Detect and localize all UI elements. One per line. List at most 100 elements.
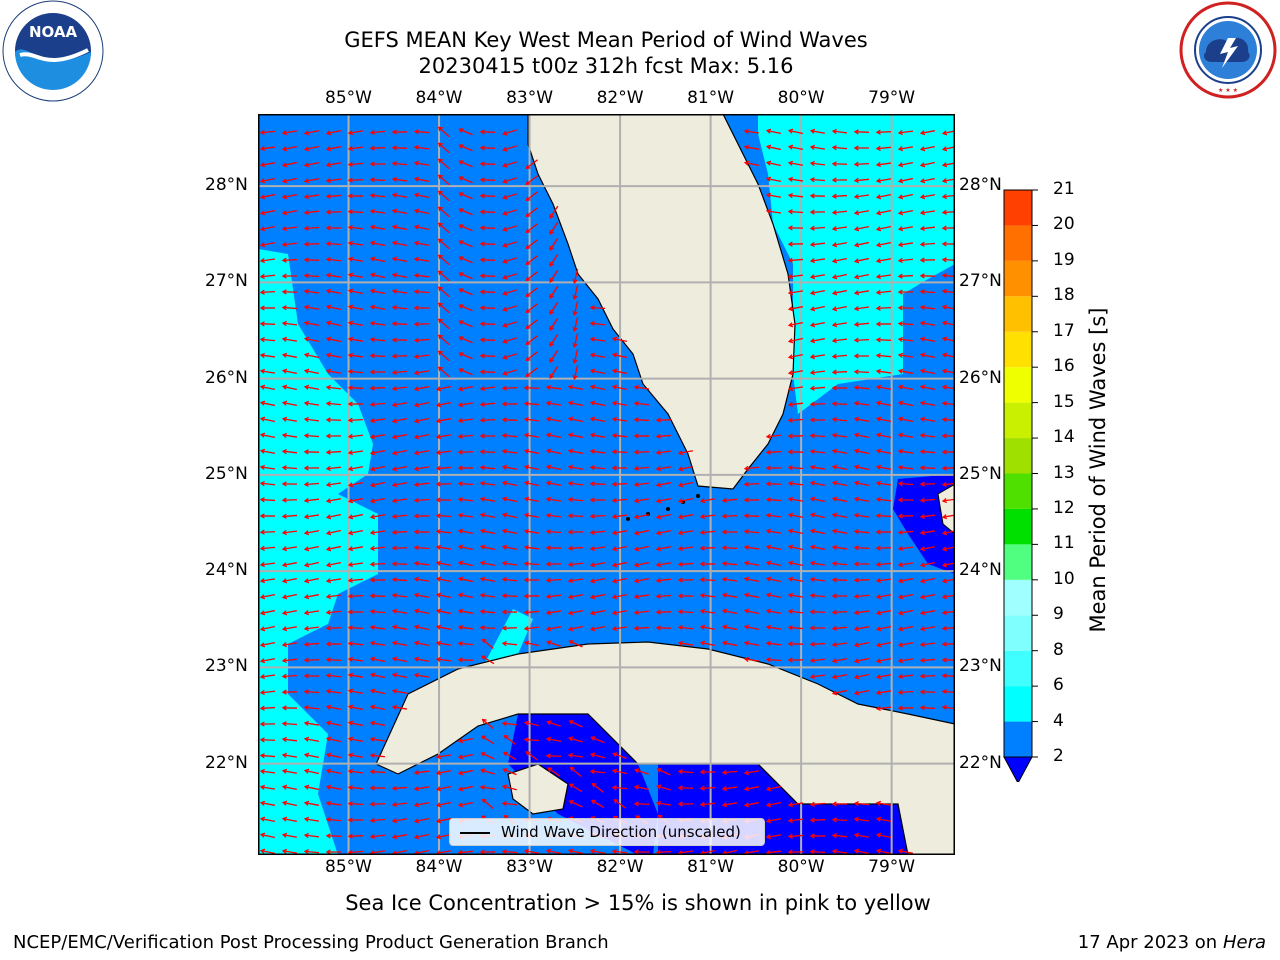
wave-direction-arrow [810,658,826,662]
wave-direction-arrow [811,338,825,342]
wave-arrow-head [567,416,574,422]
wave-arrow-head [303,768,310,774]
wave-arrow-head [413,545,419,551]
lon-tick-label: 81°W [687,857,735,877]
wave-arrow-head [853,609,859,616]
wave-direction-arrow [700,786,716,790]
wave-direction-arrow [348,786,364,790]
wave-direction-arrow [458,514,474,518]
wave-arrow-head [303,465,309,471]
wave-direction-arrow [282,674,298,678]
wave-arrow-head [281,657,287,664]
wave-direction-arrow [348,210,364,214]
wave-direction-arrow [788,818,804,822]
wave-direction-arrow [282,642,298,646]
wave-arrow-head [611,594,618,600]
wave-arrow-head [941,449,947,455]
wave-direction-arrow [920,418,936,422]
wave-arrow-head [831,674,838,680]
wave-direction-arrow [899,850,913,854]
wave-arrow-head [325,641,331,647]
wave-arrow-head [545,593,551,600]
wave-direction-arrow [370,354,386,358]
wave-arrow-head [369,833,375,840]
wave-direction-arrow [480,259,496,261]
wave-arrow-head [501,512,508,518]
wave-direction-arrow [569,640,583,648]
wave-direction-arrow [877,433,891,439]
wave-direction-arrow [392,274,408,278]
wave-arrow-head [831,496,838,502]
wave-direction-arrow [766,210,782,214]
wave-direction-arrow [855,689,869,695]
wave-direction-arrow [414,674,430,678]
wave-direction-arrow [348,595,364,597]
wave-direction-arrow [877,449,891,455]
wave-direction-arrow [304,514,320,518]
wave-arrow-head [457,608,464,614]
wave-arrow-head [259,768,265,775]
wave-arrow-head [259,416,266,422]
wave-direction-arrow [326,674,342,678]
wave-direction-arrow [480,291,496,293]
wave-direction-arrow [526,367,538,377]
wave-arrow-head [413,513,419,519]
wave-arrow-head [919,289,925,295]
wave-direction-arrow [547,767,561,777]
wave-arrow-head [259,689,265,696]
wave-arrow-head [501,544,508,550]
wave-direction-arrow [722,802,738,806]
wave-arrow-head [303,416,309,423]
wave-direction-arrow [458,498,474,502]
wave-arrow-head [787,802,794,808]
wave-arrow-head [303,562,310,568]
wave-direction-arrow [415,849,429,855]
wave-direction-arrow [392,306,408,310]
wave-arrow-head [435,402,442,408]
wave-arrow-head [787,176,794,182]
wave-direction-arrow [438,174,450,186]
wave-direction-arrow [414,450,430,454]
lat-tick-label: 23°N [205,656,248,677]
wave-arrow-head [303,578,310,584]
wave-arrow-head [479,161,485,167]
wave-arrow-head [347,530,354,536]
wave-direction-arrow [370,595,386,597]
wave-arrow-head [677,769,683,775]
wave-arrow-head [325,256,331,263]
wave-direction-arrow [679,514,693,518]
wave-direction-arrow [480,594,496,598]
wave-arrow-head [567,626,574,632]
wave-direction-arrow [920,210,936,214]
wave-arrow-head [765,176,772,182]
wave-direction-arrow [348,370,364,374]
wave-direction-arrow [788,370,804,374]
wave-direction-arrow [700,530,716,534]
wave-arrow-head [413,402,420,408]
map-legend: Wind Wave Direction (unscaled) [449,818,765,846]
wave-arrow-head [897,146,904,152]
wave-arrow-head [875,705,881,712]
wave-arrow-head [743,144,750,150]
wave-direction-arrow [305,145,319,151]
wave-direction-arrow [436,642,452,646]
wave-direction-arrow [898,322,914,326]
wave-direction-arrow [832,834,848,838]
wave-direction-arrow [348,179,364,181]
wave-arrow-head [919,241,925,247]
wave-arrow-head [347,240,354,247]
wave-arrow-head [919,562,926,568]
wave-direction-arrow [810,578,826,582]
wave-arrow-head [325,130,332,136]
wave-arrow-head [303,304,310,310]
wave-arrow-head [633,514,640,520]
wave-arrow-head [633,578,640,584]
wave-direction-arrow [635,529,649,535]
wave-direction-arrow [326,402,342,406]
wave-arrow-head [369,434,376,440]
wave-arrow-head [875,289,881,296]
wave-arrow-head [347,320,354,326]
wave-direction-arrow [547,849,561,855]
wave-arrow-head [523,480,530,486]
wave-direction-arrow [282,226,298,230]
